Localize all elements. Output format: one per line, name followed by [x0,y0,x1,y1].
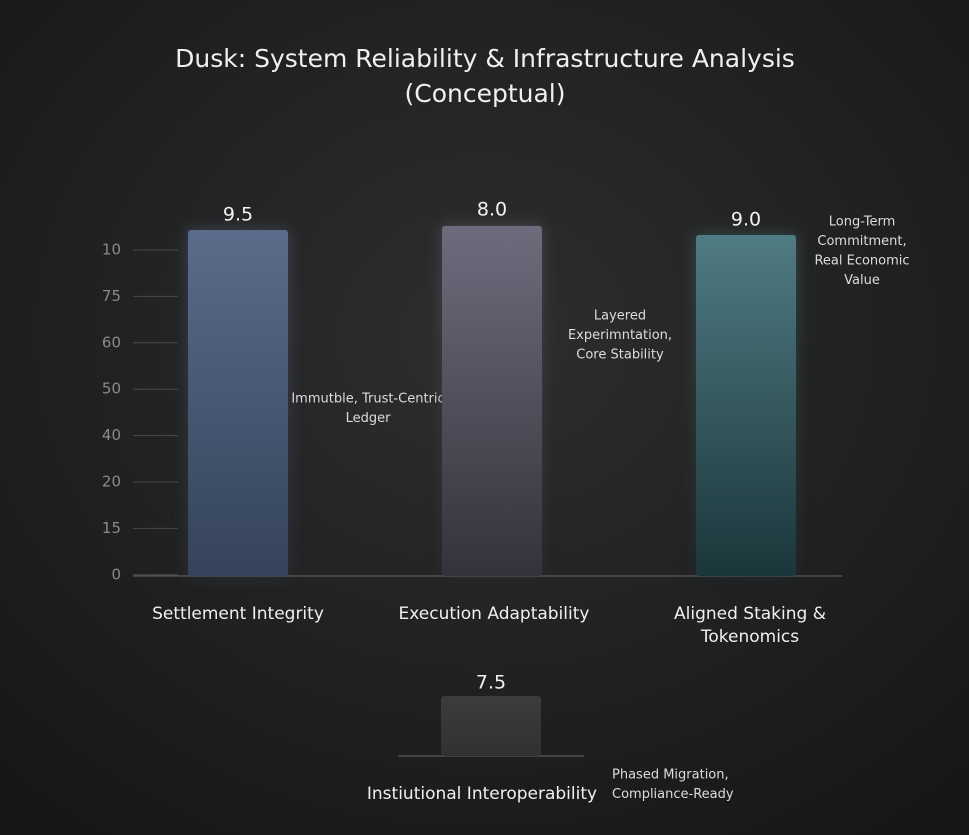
category-label: Instiutional Interoperability [367,784,597,804]
annotation: Commitment, [817,234,906,249]
bar [696,235,796,576]
value-label: 9.0 [731,209,761,231]
axis-label: 40 [102,426,121,444]
annotation: Phased Migration, [612,768,729,783]
annotation: Real Economic [814,254,909,269]
category-label: Aligned Staking & [674,604,826,624]
bar [442,226,542,576]
axis-label: 60 [102,333,121,351]
annotation: Immutble, Trust-Centric [291,392,444,407]
annotation: Value [844,273,880,288]
annotation: Compliance-Ready [612,787,734,802]
value-label: 8.0 [477,199,507,221]
category-label: Execution Adaptability [399,604,590,624]
annotation: Long-Term [829,215,895,230]
annotation: Ledger [346,411,392,426]
axis-label: 0 [111,565,121,583]
annotation: Experimntation, [568,328,672,343]
bar [441,696,541,756]
axis-label: 15 [102,519,121,537]
value-label: 7.5 [476,672,506,694]
axis-label: 10 [102,241,121,259]
axis-label: 20 [102,473,121,491]
axis-label: 50 [102,380,121,398]
value-label: 9.5 [223,204,253,226]
axis-label: 75 [102,287,121,305]
title: Dusk: System Reliability & Infrastructur… [175,44,795,73]
category-label: Tokenomics [700,627,799,647]
annotation: Layered [594,309,646,324]
title: (Conceptual) [404,79,565,108]
annotation: Core Stability [576,348,664,363]
bar [188,230,288,576]
category-label: Settlement Integrity [152,604,324,624]
